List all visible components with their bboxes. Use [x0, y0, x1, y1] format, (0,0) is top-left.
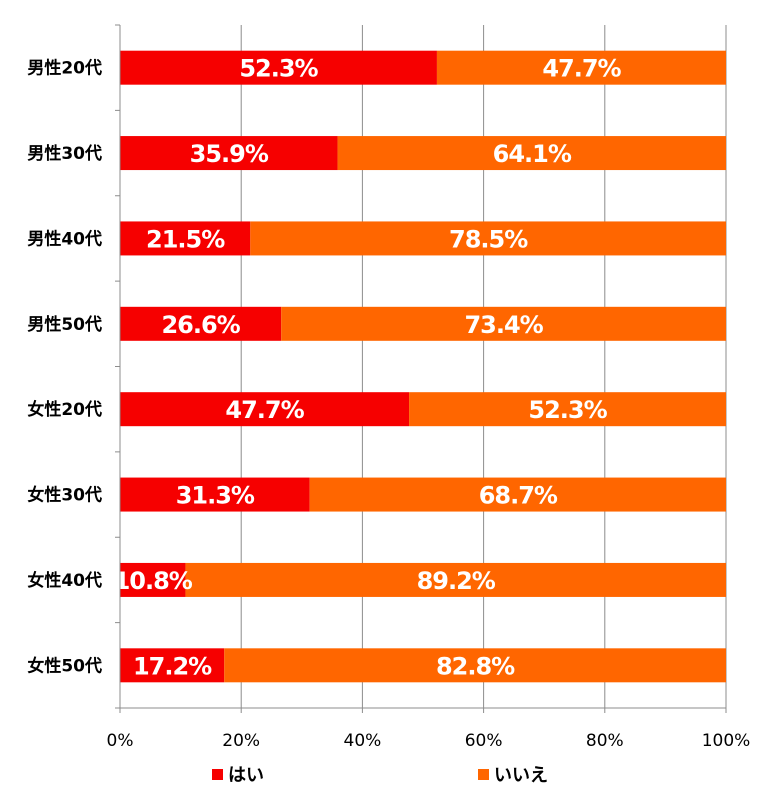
- data-label: 64.1%: [493, 140, 572, 168]
- bar-segment: [120, 50, 437, 85]
- gridlines: [119, 25, 727, 708]
- bar-segment: [337, 136, 726, 171]
- axes: 0% 20% 40% 60% 80% 100% 男性20代男性30代男性40代男性50代女性…: [27, 24, 751, 751]
- data-label: 89.2%: [417, 567, 496, 595]
- data-label: 21.5%: [146, 225, 225, 253]
- data-label: 17.2%: [133, 652, 212, 680]
- bar-segment: [120, 477, 310, 512]
- legend-swatch: [478, 769, 489, 780]
- bar-segment: [120, 562, 186, 597]
- data-label: 52.3%: [528, 396, 607, 424]
- bar-segment: [224, 648, 726, 683]
- legend-label: はい: [228, 765, 264, 786]
- category-label: 女性40代: [27, 570, 102, 591]
- category-label: 男性40代: [27, 228, 102, 249]
- data-label: 31.3%: [176, 482, 255, 510]
- bar-segment: [120, 136, 338, 171]
- category-label: 男性30代: [27, 143, 102, 164]
- x-tick-label: 40%: [344, 731, 382, 751]
- x-tick-label: 100%: [702, 731, 751, 751]
- data-label: 35.9%: [190, 140, 269, 168]
- bar-segment: [120, 648, 225, 683]
- category-label: 女性30代: [27, 485, 102, 506]
- x-tick-label: 60%: [465, 731, 503, 751]
- bar-segment: [250, 221, 727, 256]
- data-label: 26.6%: [161, 311, 240, 339]
- data-label: 73.4%: [464, 311, 543, 339]
- legend-label: いいえ: [494, 765, 548, 786]
- data-label: 82.8%: [436, 652, 515, 680]
- legend: はい いいえ: [212, 765, 548, 786]
- x-tick-label: 0%: [107, 731, 134, 751]
- x-tick-label: 80%: [586, 731, 624, 751]
- bar-segment: [436, 50, 726, 85]
- data-label: 52.3%: [239, 55, 318, 83]
- bar-segment: [185, 562, 726, 597]
- data-label: 47.7%: [225, 396, 304, 424]
- bar-segment: [309, 477, 726, 512]
- data-label: 68.7%: [479, 482, 558, 510]
- category-label: 女性50代: [27, 655, 102, 676]
- bar-segment: [281, 306, 726, 341]
- x-tick-label: 20%: [222, 731, 260, 751]
- bar-segment: [409, 392, 726, 427]
- category-label: 男性50代: [27, 314, 102, 335]
- legend-swatch: [212, 769, 223, 780]
- bar-segment: [120, 392, 410, 427]
- bar-segment: [120, 306, 282, 341]
- bars: 52.3% 47.7% 35.9% 64.1% 21.5% 78.5% 26.6% 73.4%…: [114, 50, 727, 683]
- category-label: 女性20代: [27, 399, 102, 420]
- data-label: 78.5%: [449, 225, 528, 253]
- category-label: 男性20代: [27, 58, 102, 79]
- data-label: 10.8%: [114, 567, 193, 595]
- bar-segment: [120, 221, 251, 256]
- data-label: 47.7%: [542, 55, 621, 83]
